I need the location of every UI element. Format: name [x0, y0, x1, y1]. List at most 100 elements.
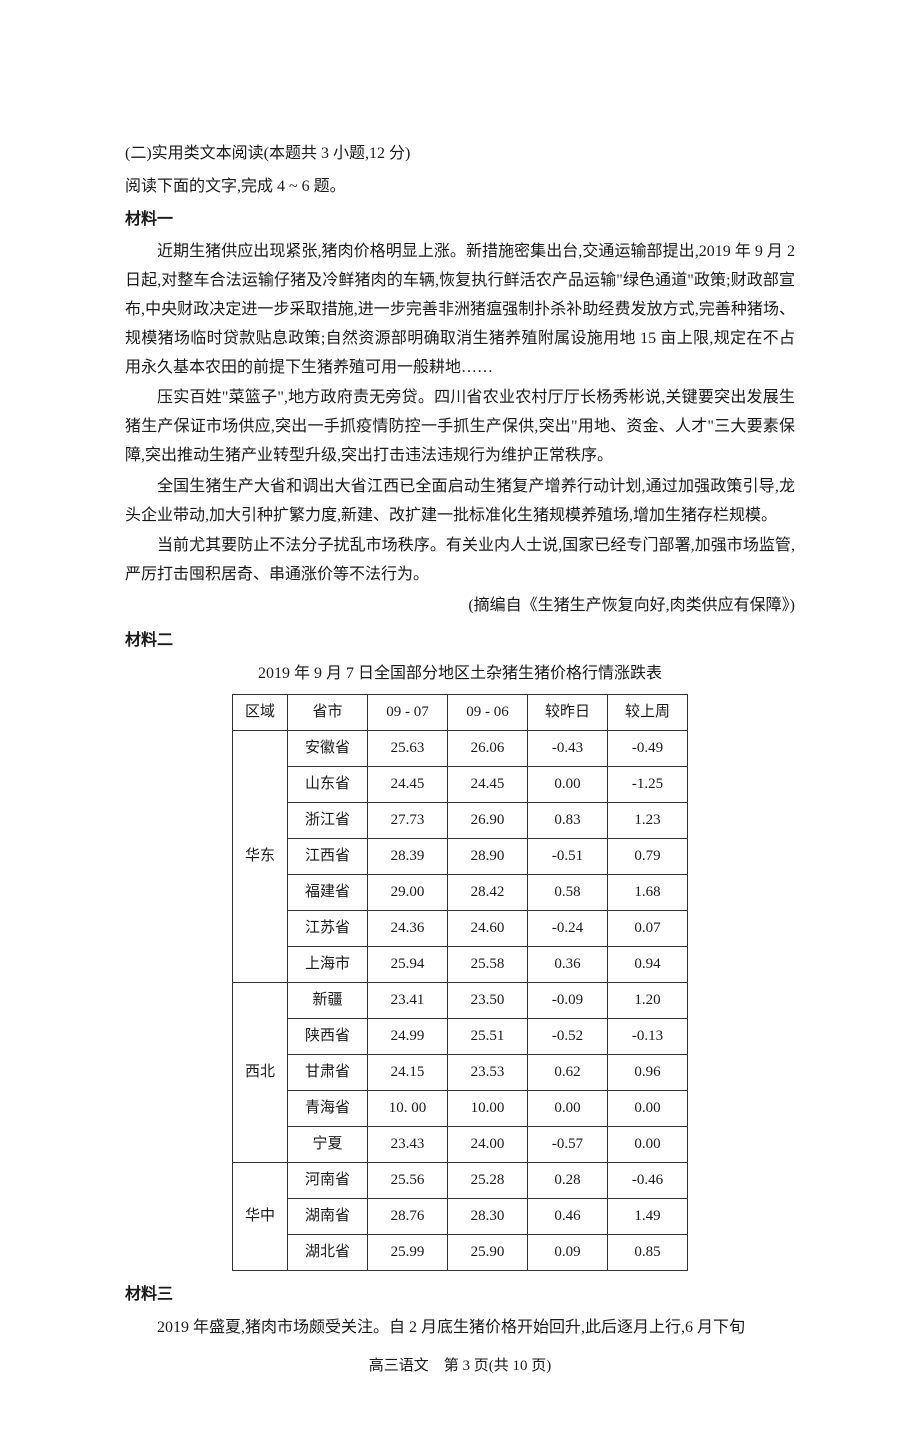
page-footer: 高三语文 第 3 页(共 10 页)	[125, 1353, 795, 1380]
province-cell: 江西省	[288, 839, 368, 875]
table-header-row: 区域 省市 09 - 07 09 - 06 较昨日 较上周	[233, 695, 688, 731]
province-cell: 安徽省	[288, 731, 368, 767]
price-0906-cell: 24.00	[448, 1127, 528, 1163]
table-row: 西北新疆23.4123.50-0.091.20	[233, 983, 688, 1019]
header-date2: 09 - 06	[448, 695, 528, 731]
province-cell: 湖北省	[288, 1235, 368, 1271]
vs-yesterday-cell: 0.46	[528, 1199, 608, 1235]
vs-yesterday-cell: -0.09	[528, 983, 608, 1019]
price-0907-cell: 29.00	[368, 875, 448, 911]
price-0907-cell: 24.15	[368, 1055, 448, 1091]
province-cell: 陕西省	[288, 1019, 368, 1055]
vs-lastweek-cell: 1.23	[608, 803, 688, 839]
price-0906-cell: 28.42	[448, 875, 528, 911]
table-row: 青海省10. 0010.000.000.00	[233, 1091, 688, 1127]
vs-yesterday-cell: -0.52	[528, 1019, 608, 1055]
price-0907-cell: 25.56	[368, 1163, 448, 1199]
price-0906-cell: 25.28	[448, 1163, 528, 1199]
price-0907-cell: 24.36	[368, 911, 448, 947]
material1-label: 材料一	[125, 206, 795, 235]
price-0907-cell: 23.41	[368, 983, 448, 1019]
province-cell: 江苏省	[288, 911, 368, 947]
province-cell: 青海省	[288, 1091, 368, 1127]
province-cell: 浙江省	[288, 803, 368, 839]
vs-lastweek-cell: 0.00	[608, 1091, 688, 1127]
material3-label: 材料三	[125, 1281, 795, 1310]
vs-yesterday-cell: 0.62	[528, 1055, 608, 1091]
header-region: 区域	[233, 695, 288, 731]
province-cell: 山东省	[288, 767, 368, 803]
vs-lastweek-cell: -0.49	[608, 731, 688, 767]
vs-yesterday-cell: 0.28	[528, 1163, 608, 1199]
vs-yesterday-cell: 0.58	[528, 875, 608, 911]
price-0906-cell: 24.45	[448, 767, 528, 803]
province-cell: 新疆	[288, 983, 368, 1019]
province-cell: 福建省	[288, 875, 368, 911]
table-row: 江西省28.3928.90-0.510.79	[233, 839, 688, 875]
price-0906-cell: 10.00	[448, 1091, 528, 1127]
vs-yesterday-cell: -0.24	[528, 911, 608, 947]
vs-lastweek-cell: 0.07	[608, 911, 688, 947]
vs-lastweek-cell: -0.46	[608, 1163, 688, 1199]
price-table-title: 2019 年 9 月 7 日全国部分地区土杂猪生猪价格行情涨跌表	[125, 660, 795, 689]
table-row: 福建省29.0028.420.581.68	[233, 875, 688, 911]
table-row: 华中河南省25.5625.280.28-0.46	[233, 1163, 688, 1199]
province-cell: 湖南省	[288, 1199, 368, 1235]
vs-yesterday-cell: 0.00	[528, 1091, 608, 1127]
region-cell: 华东	[233, 731, 288, 983]
price-0906-cell: 23.53	[448, 1055, 528, 1091]
region-cell: 西北	[233, 983, 288, 1163]
material1-paragraph: 近期生猪供应出现紧张,猪肉价格明显上涨。新措施密集出台,交通运输部提出,2019…	[125, 238, 795, 382]
table-row: 江苏省24.3624.60-0.240.07	[233, 911, 688, 947]
price-0906-cell: 28.30	[448, 1199, 528, 1235]
table-row: 华东安徽省25.6326.06-0.43-0.49	[233, 731, 688, 767]
header-yesterday: 较昨日	[528, 695, 608, 731]
price-0907-cell: 25.63	[368, 731, 448, 767]
price-0907-cell: 25.94	[368, 947, 448, 983]
section-heading: (二)实用类文本阅读(本题共 3 小题,12 分)	[125, 140, 795, 169]
table-row: 浙江省27.7326.900.831.23	[233, 803, 688, 839]
price-0907-cell: 10. 00	[368, 1091, 448, 1127]
vs-lastweek-cell: 1.49	[608, 1199, 688, 1235]
price-0907-cell: 28.39	[368, 839, 448, 875]
price-0906-cell: 26.90	[448, 803, 528, 839]
material2-label: 材料二	[125, 627, 795, 656]
province-cell: 甘肃省	[288, 1055, 368, 1091]
province-cell: 上海市	[288, 947, 368, 983]
header-lastweek: 较上周	[608, 695, 688, 731]
material3-paragraph: 2019 年盛夏,猪肉市场颇受关注。自 2 月底生猪价格开始回升,此后逐月上行,…	[125, 1314, 795, 1343]
province-cell: 宁夏	[288, 1127, 368, 1163]
price-0906-cell: 28.90	[448, 839, 528, 875]
vs-lastweek-cell: 0.94	[608, 947, 688, 983]
price-0906-cell: 26.06	[448, 731, 528, 767]
vs-yesterday-cell: -0.57	[528, 1127, 608, 1163]
table-row: 山东省24.4524.450.00-1.25	[233, 767, 688, 803]
material1-citation: (摘编自《生猪生产恢复向好,肉类供应有保障》)	[125, 592, 795, 621]
vs-yesterday-cell: 0.09	[528, 1235, 608, 1271]
province-cell: 河南省	[288, 1163, 368, 1199]
price-0907-cell: 23.43	[368, 1127, 448, 1163]
vs-yesterday-cell: 0.00	[528, 767, 608, 803]
price-0907-cell: 24.45	[368, 767, 448, 803]
price-0907-cell: 25.99	[368, 1235, 448, 1271]
material1-paragraph: 全国生猪生产大省和调出大省江西已全面启动生猪复产增养行动计划,通过加强政策引导,…	[125, 473, 795, 531]
price-0906-cell: 23.50	[448, 983, 528, 1019]
vs-yesterday-cell: 0.83	[528, 803, 608, 839]
table-row: 甘肃省24.1523.530.620.96	[233, 1055, 688, 1091]
price-0907-cell: 24.99	[368, 1019, 448, 1055]
table-row: 湖南省28.7628.300.461.49	[233, 1199, 688, 1235]
vs-lastweek-cell: 1.68	[608, 875, 688, 911]
table-row: 湖北省25.9925.900.090.85	[233, 1235, 688, 1271]
table-row: 陕西省24.9925.51-0.52-0.13	[233, 1019, 688, 1055]
vs-lastweek-cell: 0.79	[608, 839, 688, 875]
material1-paragraph: 压实百姓"菜篮子",地方政府责无旁贷。四川省农业农村厅厅长杨秀彬说,关键要突出发…	[125, 384, 795, 470]
vs-lastweek-cell: 0.85	[608, 1235, 688, 1271]
price-0906-cell: 25.58	[448, 947, 528, 983]
price-table: 区域 省市 09 - 07 09 - 06 较昨日 较上周 华东安徽省25.63…	[232, 694, 688, 1271]
price-0906-cell: 24.60	[448, 911, 528, 947]
region-cell: 华中	[233, 1163, 288, 1271]
material1-paragraph: 当前尤其要防止不法分子扰乱市场秩序。有关业内人士说,国家已经专门部署,加强市场监…	[125, 532, 795, 590]
table-row: 上海市25.9425.580.360.94	[233, 947, 688, 983]
header-date1: 09 - 07	[368, 695, 448, 731]
vs-yesterday-cell: 0.36	[528, 947, 608, 983]
